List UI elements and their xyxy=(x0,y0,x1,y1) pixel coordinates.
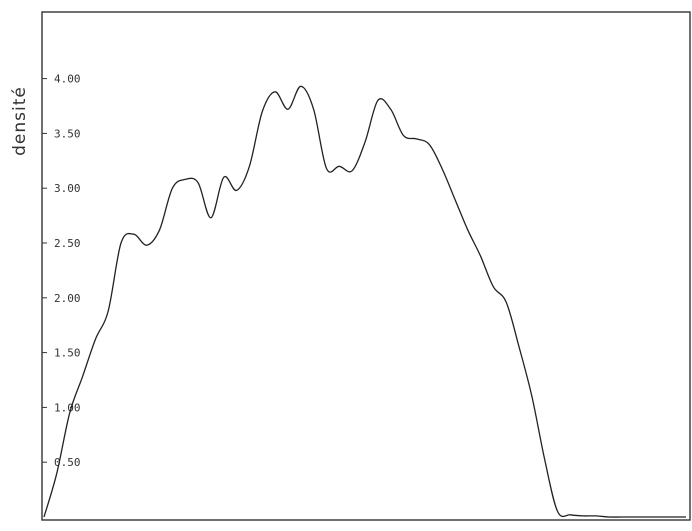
y-tick-label: 3.00 xyxy=(54,182,81,195)
y-axis-label: densité xyxy=(10,86,30,156)
y-tick-label: 1.00 xyxy=(54,401,81,414)
y-tick-label: 1.50 xyxy=(54,347,81,360)
plot-frame xyxy=(41,11,691,521)
y-ticks: 0.50 1.00 1.50 2.00 2.50 3.00 3.50 4.00 xyxy=(42,73,81,469)
y-tick-label: 2.50 xyxy=(54,237,81,250)
y-tick-label: 2.00 xyxy=(54,292,81,305)
y-tick-label: 3.50 xyxy=(54,127,81,140)
y-tick-label: 4.00 xyxy=(54,73,81,86)
density-curve xyxy=(43,85,686,518)
y-tick-label: 0.50 xyxy=(54,456,81,469)
